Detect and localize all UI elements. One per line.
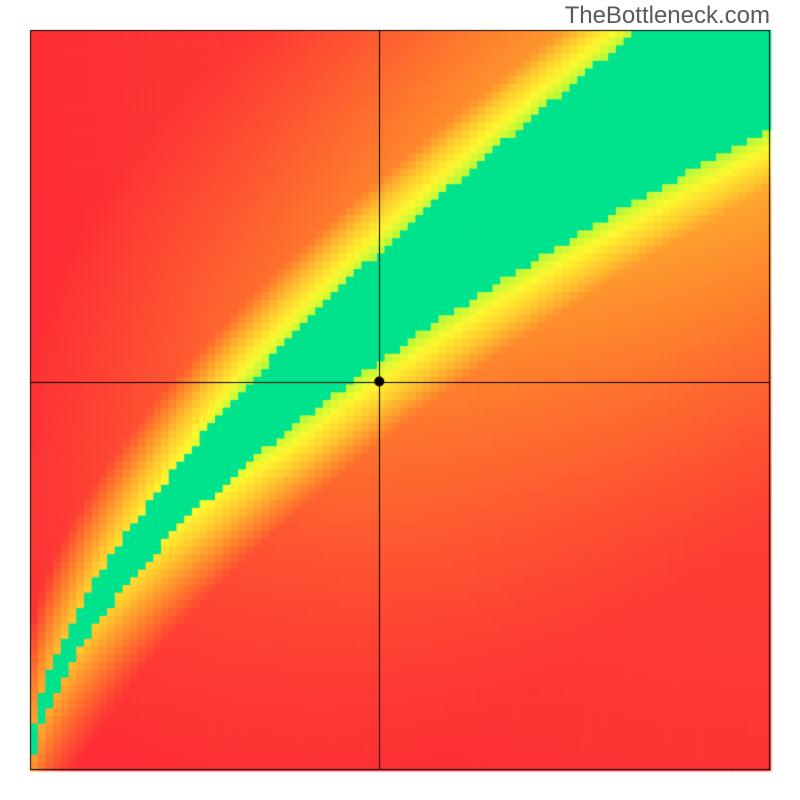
stage: TheBottleneck.com <box>0 0 800 800</box>
bottleneck-heatmap <box>0 0 800 800</box>
watermark-text: TheBottleneck.com <box>565 2 770 30</box>
